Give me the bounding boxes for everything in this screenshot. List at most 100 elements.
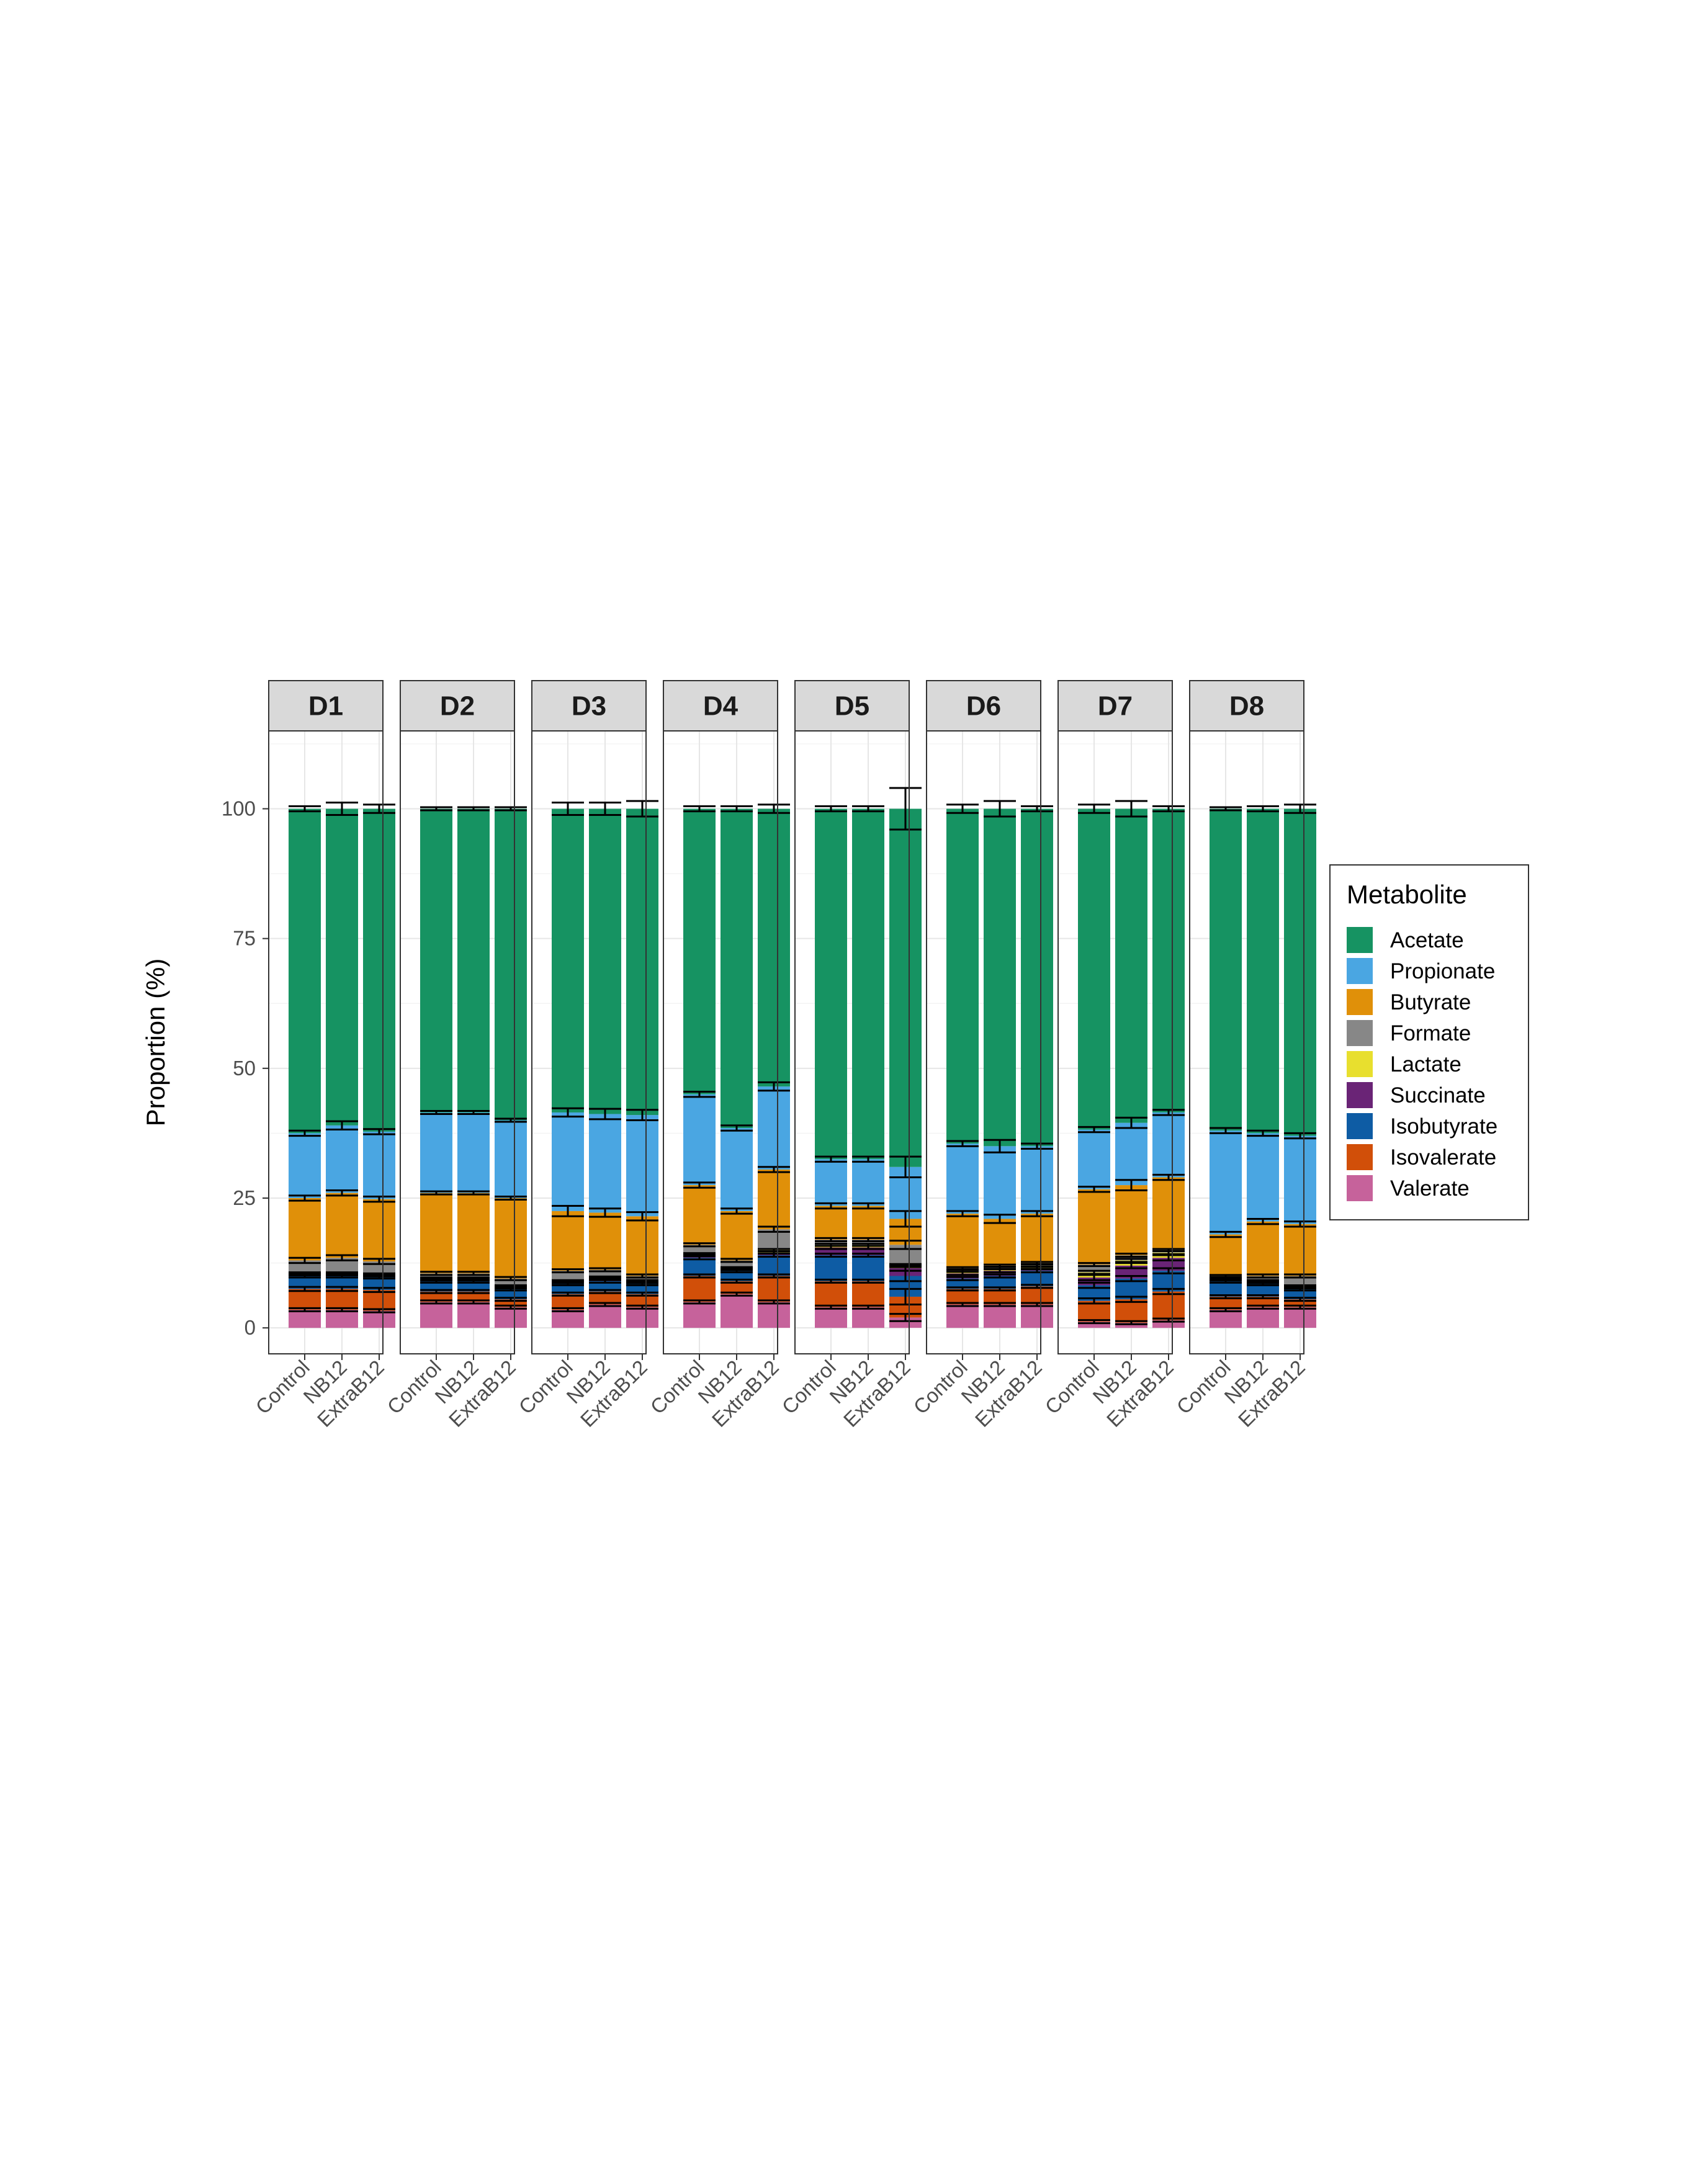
facet-strip (663, 680, 778, 732)
bar-segment-isovalerate (683, 1276, 716, 1302)
bar-segment-isobutyrate (683, 1258, 716, 1276)
y-tick-label: 25 (233, 1186, 256, 1209)
legend-item-acetate: Acetate (1347, 927, 1464, 953)
panel-border (663, 730, 778, 1354)
legend-item-formate: Formate (1347, 1020, 1471, 1046)
error-bars (626, 800, 658, 1310)
bar-segment-propionate (326, 1125, 358, 1193)
legend-item-isobutyrate: Isobutyrate (1347, 1113, 1497, 1139)
legend-label: Succinate (1390, 1083, 1486, 1108)
bar-segment-butyrate (1021, 1214, 1053, 1263)
bar-segment-valerate (289, 1309, 321, 1328)
bar-segment-isovalerate (552, 1294, 584, 1310)
legend-item-valerate: Valerate (1347, 1175, 1470, 1201)
bar-segment-isobutyrate (589, 1281, 621, 1292)
bar-d2-extrab12 (495, 806, 527, 1328)
bar-segment-acetate (815, 808, 847, 1160)
error-bars (1284, 803, 1316, 1310)
y-axis-title: Proportion (%) (141, 959, 170, 1127)
bar-d8-control (1210, 806, 1242, 1328)
bar-segment-butyrate (1115, 1185, 1147, 1256)
bar-segment-isovalerate (626, 1294, 658, 1307)
bar-segment-isovalerate (289, 1289, 321, 1310)
error-bars (683, 805, 716, 1305)
bar-segment-formate (815, 1239, 847, 1245)
bar-segment-propionate (1210, 1130, 1242, 1235)
bar-segment-valerate (758, 1302, 790, 1328)
bar-segment-isovalerate (457, 1291, 490, 1302)
bar-segment-isovalerate (1210, 1296, 1242, 1310)
bar-segment-isobutyrate (326, 1276, 358, 1289)
bar-d1-nb12 (326, 801, 358, 1328)
bar-segment-acetate (457, 808, 490, 1112)
legend-item-lactate: Lactate (1347, 1051, 1461, 1077)
facet-strip (531, 680, 647, 732)
bar-segment-butyrate (758, 1169, 790, 1230)
bar-segment-propionate (626, 1115, 658, 1217)
bar-segment-butyrate (457, 1193, 490, 1274)
facet-strip-label: D8 (1229, 691, 1264, 722)
legend: Metabolite Acetate Propionate Butyrate Form… (1329, 864, 1529, 1220)
bar-d1-extrab12 (363, 803, 395, 1328)
bar-segment-butyrate (1078, 1189, 1110, 1265)
bar-d5-extrab12 (889, 787, 922, 1328)
facet-strip (794, 680, 910, 732)
legend-swatch (1347, 1144, 1373, 1170)
bar-segment-isobutyrate (1210, 1281, 1242, 1297)
y-tick-label: 100 (222, 797, 256, 820)
bar-segment-propionate (589, 1114, 621, 1213)
bar-segment-propionate (758, 1086, 790, 1170)
bar-segment-isovalerate (420, 1291, 452, 1302)
bar-segment-isovalerate (815, 1281, 847, 1307)
bar-segment-formate (457, 1273, 490, 1279)
bar-segment-isobutyrate (457, 1281, 490, 1292)
bar-segment-isobutyrate (946, 1278, 979, 1289)
bar-segment-butyrate (495, 1198, 527, 1279)
bar-segment-propionate (420, 1112, 452, 1193)
bar-segment-butyrate (289, 1198, 321, 1261)
facet-strip (926, 680, 1041, 732)
bar-d2-control (420, 806, 452, 1328)
bar-segment-propionate (683, 1094, 716, 1186)
bar-segment-butyrate (815, 1206, 847, 1240)
bar-segment-acetate (420, 808, 452, 1112)
bar-d7-nb12 (1115, 800, 1147, 1328)
bar-d1-control (289, 805, 321, 1328)
bar-segment-propionate (552, 1112, 584, 1211)
bar-segment-valerate (683, 1302, 716, 1328)
bar-segment-isovalerate (1115, 1299, 1147, 1323)
bar-segment-valerate (1021, 1304, 1053, 1328)
bar-segment-isobutyrate (984, 1276, 1016, 1289)
bar-segment-valerate (626, 1307, 658, 1328)
bar-segment-acetate (1152, 808, 1185, 1112)
bar-segment-isovalerate (589, 1291, 621, 1305)
legend-item-isovalerate: Isovalerate (1347, 1144, 1496, 1170)
bar-d3-control (552, 801, 584, 1328)
bar-segment-acetate (289, 808, 321, 1134)
bar-d4-control (683, 805, 716, 1328)
legend-swatch (1347, 927, 1373, 953)
facet-panels: D1ControlNB12ExtraB12D2ControlNB12ExtraB… (251, 680, 1316, 1431)
bar-segment-acetate (758, 808, 790, 1087)
bar-d4-nb12 (721, 805, 753, 1328)
bar-segment-acetate (626, 808, 658, 1116)
panel-border (1189, 730, 1304, 1354)
bar-d6-extrab12 (1021, 805, 1053, 1328)
bar-segment-butyrate (589, 1212, 621, 1270)
bar-d8-extrab12 (1284, 803, 1316, 1328)
bar-segment-isobutyrate (815, 1255, 847, 1281)
bar-segment-butyrate (721, 1211, 753, 1261)
bar-d6-control (946, 803, 979, 1328)
bar-segment-valerate (552, 1309, 584, 1328)
bar-segment-butyrate (984, 1219, 1016, 1266)
facet-strip (1057, 680, 1173, 732)
bar-segment-isovalerate (946, 1289, 979, 1305)
bar-segment-acetate (1115, 808, 1147, 1123)
bar-d5-nb12 (852, 805, 884, 1328)
y-tick-label: 75 (233, 927, 256, 950)
